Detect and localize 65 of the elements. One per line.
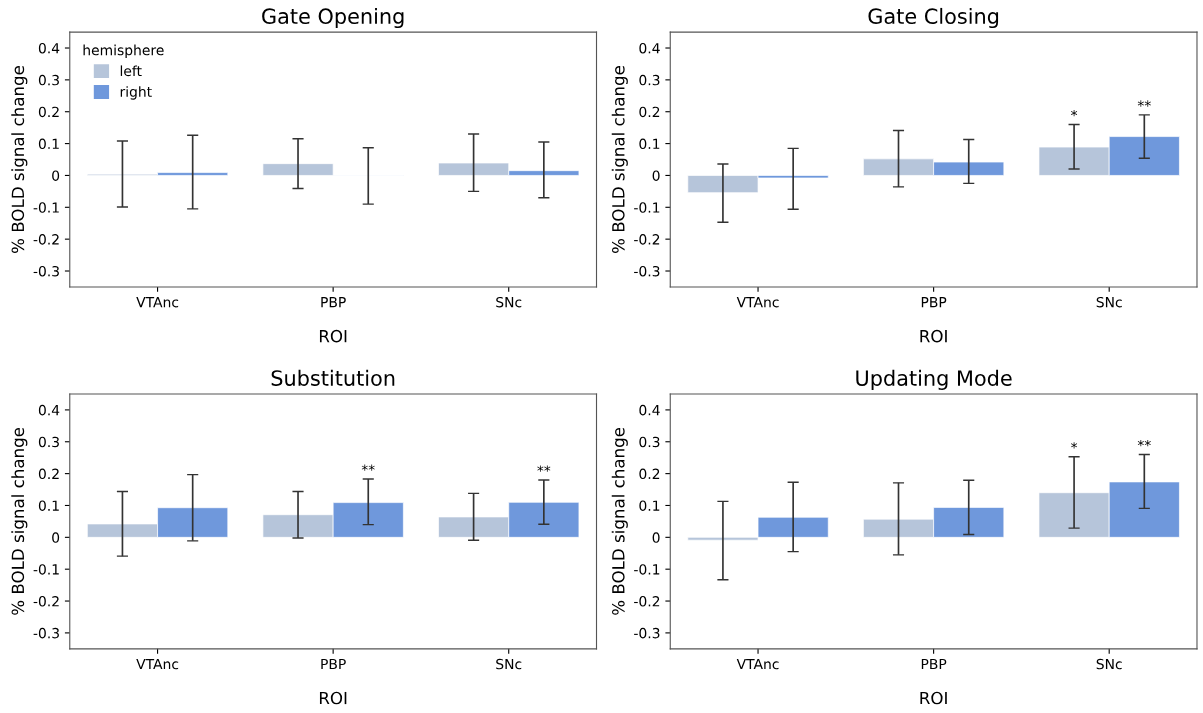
chart-title: Updating Mode: [856, 369, 1012, 390]
x-tick-label: VTAnc: [736, 297, 779, 308]
y-tick-label: 0.2: [639, 468, 660, 480]
y-axis-title: % BOLD signal change: [11, 427, 28, 615]
y-axis-title: % BOLD signal change: [611, 66, 628, 253]
y-tick-label: 0.2: [639, 106, 660, 118]
data-label: *: [1071, 442, 1078, 449]
y-tick-label: 0: [52, 532, 60, 543]
y-tick-label: -0.2: [33, 234, 59, 245]
y-tick-label: 0.4: [38, 42, 60, 54]
y-tick-label: -0.2: [33, 596, 59, 607]
x-tick-label: PBP: [921, 658, 947, 670]
x-tick-label: VTAnc: [136, 658, 179, 670]
legend-label: right: [120, 86, 152, 100]
y-tick-label: -0.2: [634, 596, 660, 607]
y-axis-title: % BOLD signal change: [11, 66, 28, 253]
x-axis-title: ROI: [920, 329, 947, 343]
y-tick-label: 0.2: [38, 106, 59, 118]
x-tick-label: PBP: [321, 297, 346, 308]
y-tick-label: -0.3: [634, 627, 660, 639]
y-tick-label: -0.1: [634, 202, 660, 213]
data-label: **: [1137, 439, 1151, 447]
y-tick-label: 0.1: [38, 500, 59, 511]
y-tick-label: -0.1: [33, 564, 59, 575]
y-tick-label: 0.1: [639, 138, 660, 150]
legend-title: hemisphere: [83, 44, 164, 59]
x-axis-title: ROI: [920, 691, 947, 705]
y-tick-label: 0.1: [639, 500, 660, 511]
x-tick-label: SNc: [1096, 658, 1122, 670]
y-tick-label: 0.3: [38, 436, 59, 448]
y-tick-label: 0.1: [38, 138, 59, 150]
x-tick-label: PBP: [921, 297, 947, 308]
x-axis-title: ROI: [319, 691, 347, 705]
x-tick-label: PBP: [321, 658, 346, 670]
x-tick-label: SNc: [496, 296, 522, 308]
y-tick-label: -0.1: [634, 564, 660, 575]
y-tick-label: 0.4: [639, 42, 660, 54]
x-tick-label: VTAnc: [136, 297, 179, 308]
y-tick-label: 0: [652, 170, 660, 181]
y-axis-title: % BOLD signal change: [611, 427, 628, 615]
chart-title: Gate Opening: [262, 7, 404, 29]
data-label: **: [1137, 100, 1151, 107]
data-label: **: [361, 464, 375, 471]
x-tick-label: SNc: [1096, 296, 1122, 308]
y-tick-label: 0: [52, 170, 60, 181]
y-tick-label: -0.3: [634, 265, 660, 277]
x-tick-label: SNc: [496, 658, 522, 670]
y-tick-label: 0.4: [639, 404, 660, 416]
x-axis-title: ROI: [319, 329, 347, 343]
y-tick-label: 0.4: [38, 404, 60, 416]
y-tick-label: 0: [652, 532, 660, 543]
y-tick-label: -0.1: [33, 202, 59, 213]
data-label: **: [537, 465, 551, 472]
y-tick-label: 0.3: [38, 74, 59, 86]
y-tick-label: -0.2: [634, 234, 660, 245]
y-tick-label: -0.3: [33, 627, 59, 639]
chart-title: Gate Closing: [868, 7, 999, 29]
y-tick-label: -0.3: [33, 265, 59, 277]
data-label: *: [1071, 109, 1078, 117]
chart-title: Substitution: [271, 369, 395, 386]
x-tick-label: VTAnc: [736, 658, 779, 670]
y-tick-label: 0.2: [38, 468, 59, 480]
legend-label: left: [120, 65, 142, 77]
y-tick-label: 0.3: [639, 436, 660, 448]
y-tick-label: 0.3: [639, 74, 660, 86]
